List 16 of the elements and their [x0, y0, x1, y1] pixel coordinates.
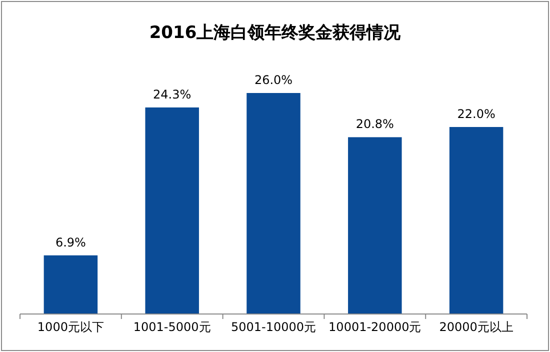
data-label: 22.0% — [457, 107, 496, 121]
data-label: 20.8% — [356, 117, 394, 132]
bar — [44, 255, 98, 314]
chart-title: 2016上海白领年终奖金获得情况 — [149, 23, 402, 43]
x-tick-label: 5001-10000元 — [230, 320, 316, 334]
data-label: 24.3% — [153, 87, 192, 102]
x-tick-label: 10001-20000元 — [328, 320, 422, 334]
data-label: 26.0% — [254, 73, 293, 87]
bar — [246, 93, 300, 314]
bar — [348, 137, 402, 314]
data-label: 6.9% — [55, 235, 86, 250]
bar — [449, 127, 504, 314]
x-tick-label: 1001-5000元 — [133, 320, 211, 334]
x-tick-label: 1000元以下 — [37, 320, 104, 334]
bar — [145, 107, 199, 314]
x-tick-label: 20000元以上 — [439, 320, 514, 334]
